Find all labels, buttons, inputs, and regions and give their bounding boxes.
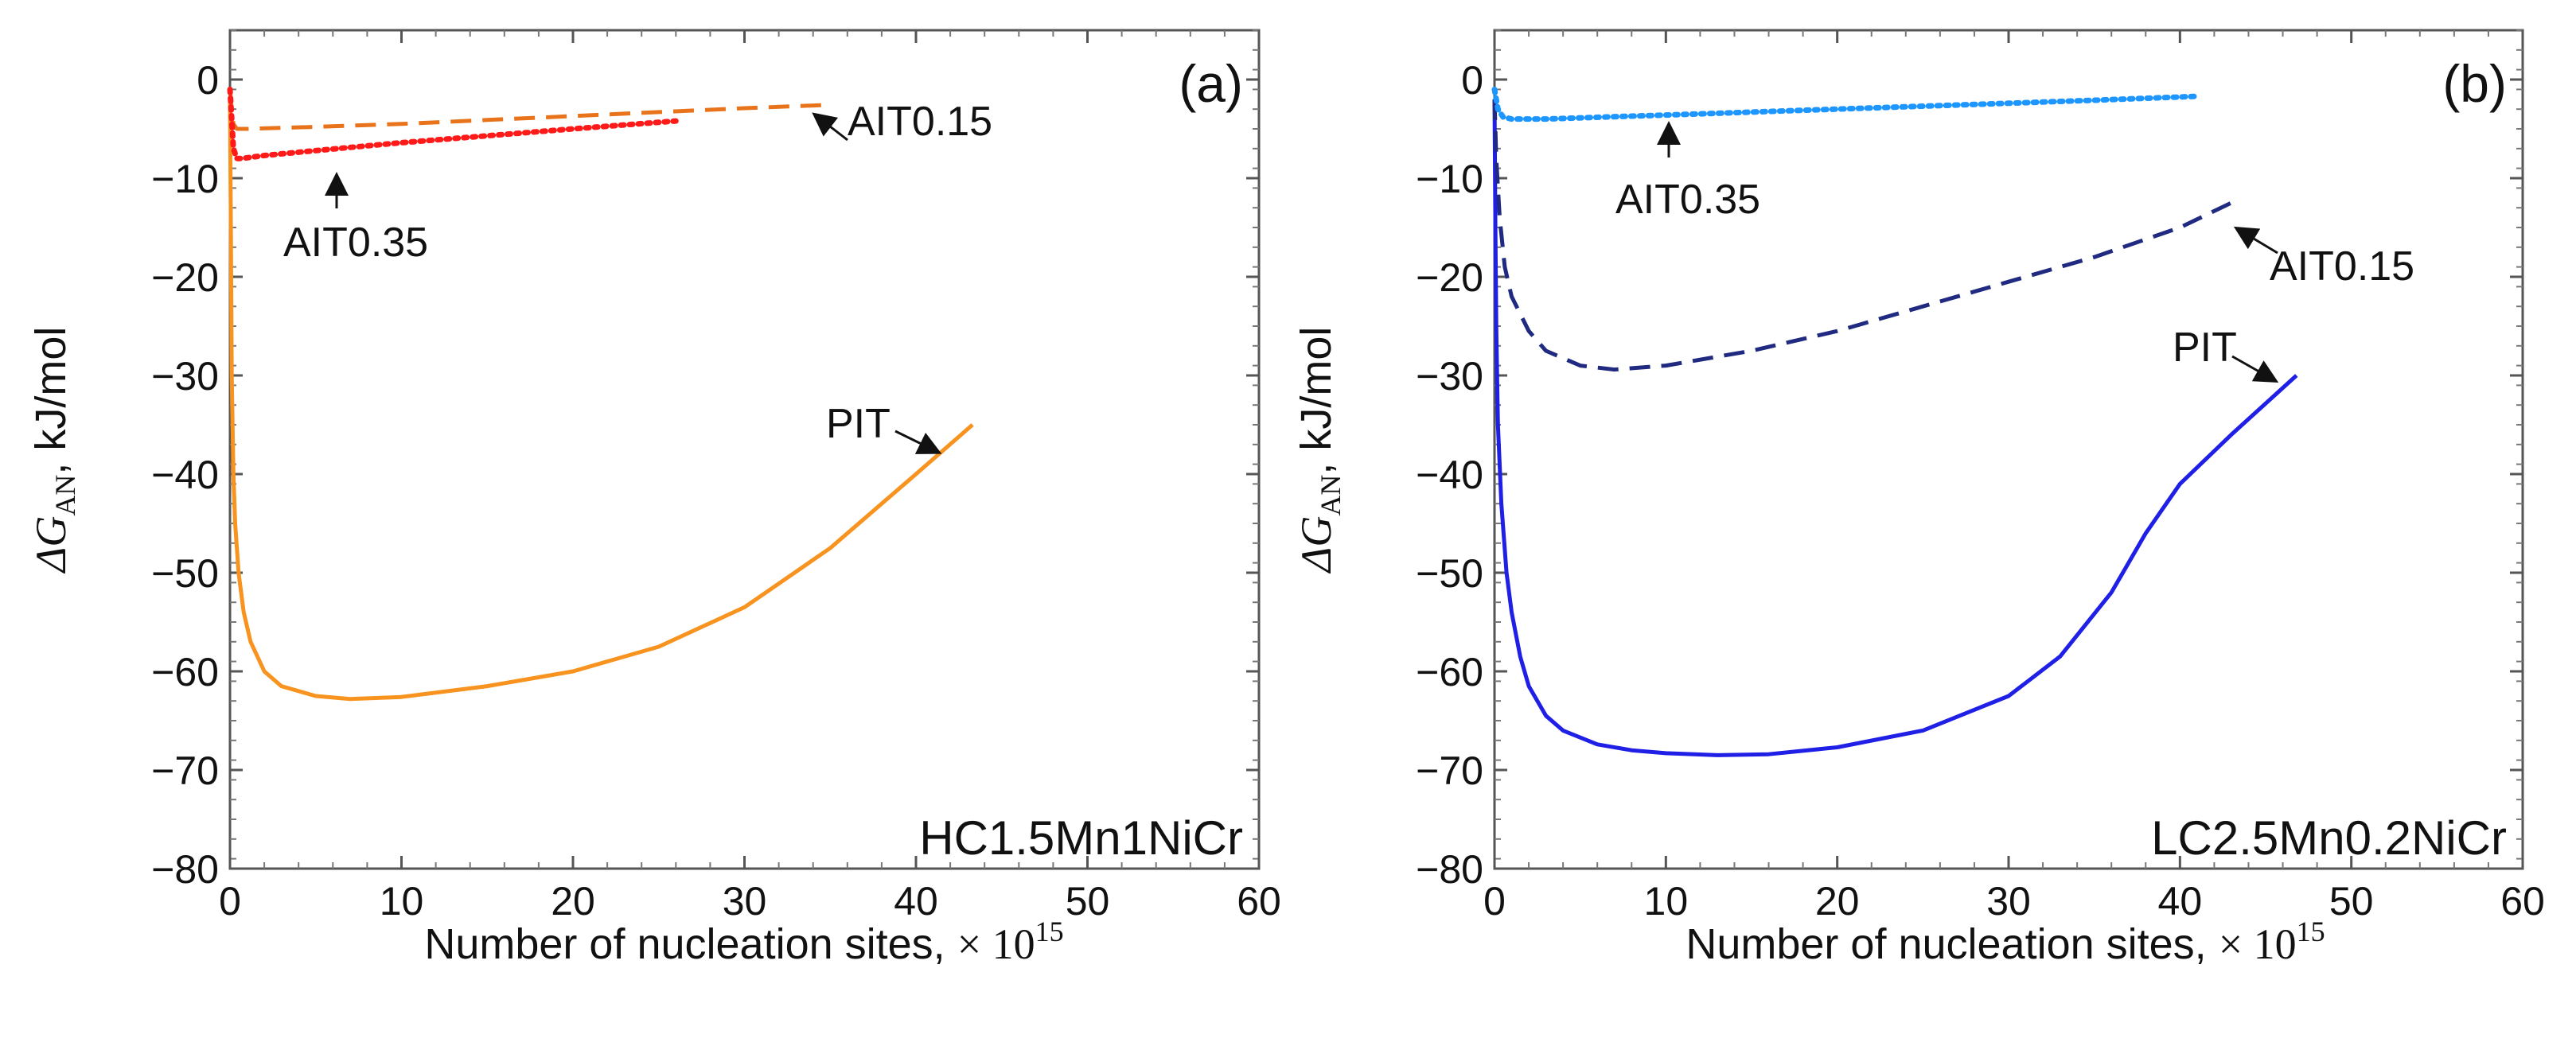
y-axis-title: ΔGAN, kJ/mol [27,327,81,574]
x-tick-label: 60 [2500,879,2545,924]
sample-label: LC2.5Mn0.2NiCr [2151,811,2507,865]
y-tick-label: 0 [1461,58,1483,103]
annotation-label: PIT [826,401,890,447]
y-tick-label: −40 [151,453,219,497]
series-layer [227,86,974,702]
y-tick-label: −60 [1416,650,1483,694]
x-tick-label: 0 [219,879,241,924]
chart-panel-a: 0−10−20−30−40−50−60−70−80 0 10 20 30 40 50 60 … [27,29,1281,968]
x-tick-label: 40 [894,879,938,924]
x-tick-label: 60 [1237,879,1281,924]
annotation-pit: PIT [826,401,942,454]
y-subscript: AN [49,475,81,516]
x-tick-label: 20 [1815,879,1860,924]
panel-label: (b) [2442,54,2507,113]
y-tick-label: −50 [151,551,219,596]
x-axis-title: Number of nucleation sites, × 1015 [1686,916,2325,968]
y-units: , kJ/mol [27,327,75,475]
x-math: × 10 [957,920,1035,968]
x-tick-label: 30 [1986,879,2031,924]
annotation-label: PIT [2173,325,2237,371]
y-tick-label: 0 [197,58,219,103]
y-tick-label: −80 [1416,847,1483,892]
annotation-label: AIT0.35 [283,220,428,266]
y-tick-label: −30 [151,354,219,399]
annotation-label: AIT0.15 [2270,243,2414,290]
x-axis: 0 10 20 30 40 50 60 [219,30,1281,924]
series-ait0-15 [1492,99,2232,372]
y-tick-label: −10 [1416,157,1483,201]
annotation-ait035: AIT0.35 [283,172,428,266]
y-tick-label: −30 [1416,354,1483,399]
series-ait0-15 [228,89,822,131]
annotation-label: AIT0.35 [1615,177,1760,223]
series-layer [1491,86,2298,757]
y-tick-label: −10 [151,157,219,201]
y-subscript: AN [1315,475,1346,516]
x-axis-title: Number of nucleation sites, × 1015 [424,916,1063,968]
x-text: Number of nucleation sites, [424,920,957,968]
y-tick-label: −60 [151,650,219,694]
y-tick-label: −20 [151,255,219,300]
x-tick-label: 40 [2158,879,2203,924]
series-pit [1492,99,2298,757]
y-axis: 0 −10 −20 −30 −40 −50 −60 −70 −80 [1416,29,2523,892]
y-symbol: ΔG [27,516,75,574]
annotation-ait015: AIT0.15 [2233,226,2414,290]
series-pit [228,99,974,702]
y-tick-label: −80 [151,847,219,892]
x-axis: 0 10 20 30 40 50 60 [1483,30,2545,924]
x-tick-label: 30 [723,879,767,924]
x-tick-label: 20 [551,879,595,924]
x-exponent: 15 [1035,916,1064,947]
x-math: × 10 [2219,920,2297,968]
y-tick-label: −50 [1416,551,1483,596]
chart-panel-b: 0−10−20−30−40−50−60−70−80 0 10 20 30 40 50 60 … [1292,29,2545,968]
y-tick-label: −40 [1416,453,1483,497]
y-tick-label: −20 [1416,255,1483,300]
y-axis-title: ΔGAN, kJ/mol [1292,327,1346,574]
y-tick-label: −70 [1416,749,1483,793]
y-tick-label: −70 [151,749,219,793]
x-text: Number of nucleation sites, [1686,920,2218,968]
annotation-ait015: AIT0.15 [812,99,992,145]
y-axis: 0 −10 −20 −30 −40 −50 −60 −70 −80 [151,29,1259,892]
plot-frame [228,29,1261,870]
sample-label: HC1.5Mn1NiCr [919,811,1243,865]
annotation-ait035: AIT0.35 [1615,121,1760,223]
x-tick-label: 0 [1483,879,1506,924]
series-ait0-35 [1491,86,2200,122]
x-tick-label: 50 [1066,879,1110,924]
plot-frame [1493,29,2524,870]
x-tick-label: 10 [1644,879,1689,924]
annotation-label: AIT0.15 [848,99,992,145]
y-units: , kJ/mol [1292,327,1340,475]
x-exponent: 15 [2297,916,2325,947]
annotation-pit: PIT [2173,325,2279,383]
x-tick-label: 10 [380,879,424,924]
x-tick-label: 50 [2329,879,2374,924]
panel-label: (a) [1179,54,1243,113]
series-ait0-35 [227,86,679,161]
y-symbol: ΔG [1292,516,1340,574]
